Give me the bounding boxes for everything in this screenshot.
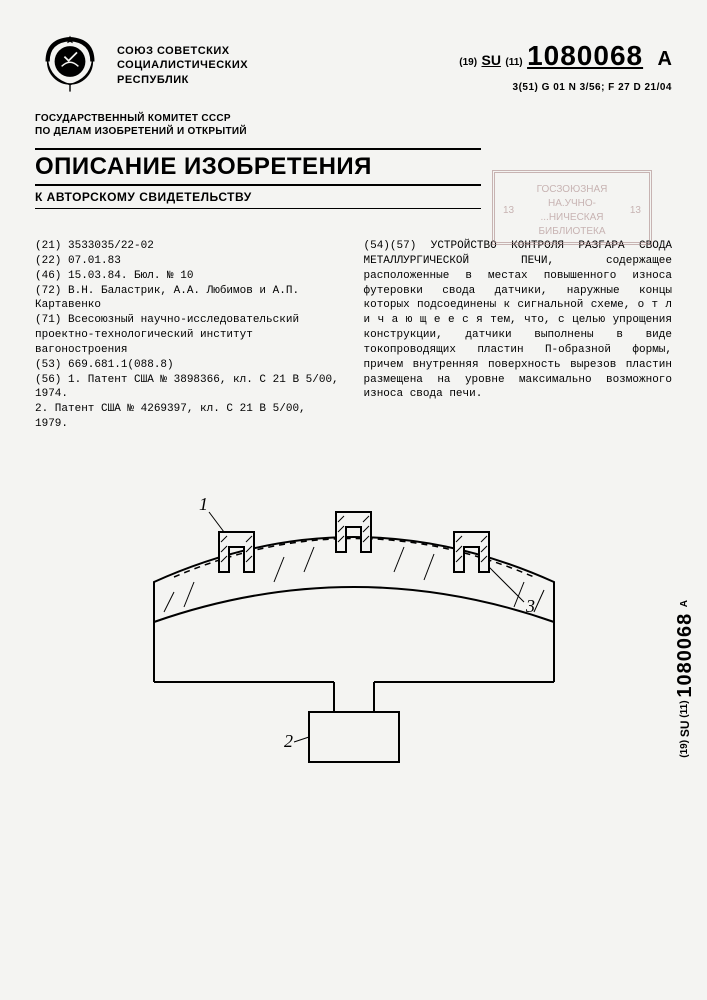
committee-text: ГОСУДАРСТВЕННЫЙ КОМИТЕТ СССР ПО ДЕЛАМ ИЗ…	[35, 112, 247, 138]
bibliographic-columns: (21) 3533035/22-02 (22) 07.01.83 (46) 15…	[35, 239, 672, 432]
field-22: (22) 07.01.83	[35, 254, 344, 269]
subtitle: К АВТОРСКОМУ СВИДЕТЕЛЬСТВУ	[35, 190, 481, 209]
left-column: (21) 3533035/22-02 (22) 07.01.83 (46) 15…	[35, 239, 344, 432]
field-72: (72) В.Н. Баластрик, А.А. Любимов и А.П.…	[35, 284, 344, 314]
publication-number: (19) SU (11) 1080068 A 3(51) G 01 N 3/56…	[459, 40, 672, 93]
classification: 3(51) G 01 N 3/56; F 27 D 21/04	[459, 82, 672, 93]
field-46: (46) 15.03.84. Бюл. № 10	[35, 269, 344, 284]
field-21: (21) 3533035/22-02	[35, 239, 344, 254]
right-column: (54)(57) УСТРОЙСТВО КОНТРОЛЯ РАЗГАРА СВО…	[364, 239, 673, 432]
field-56: (56) 1. Патент США № 3898366, кл. С 21 В…	[35, 373, 344, 403]
side-publication-number: (19) SU (11) 1080068 A	[674, 600, 697, 758]
field-56b: 2. Патент США № 4269397, кл. С 21 В 5/00…	[35, 402, 344, 432]
abstract: (54)(57) УСТРОЙСТВО КОНТРОЛЯ РАЗГАРА СВО…	[364, 239, 673, 402]
union-text: СОЮЗ СОВЕТСКИХ СОЦИАЛИСТИЧЕСКИХ РЕСПУБЛИ…	[117, 44, 447, 87]
technical-diagram: 1 3 2	[35, 472, 672, 772]
ref-label-1: 1	[199, 494, 208, 514]
field-71: (71) Всесоюзный научно-исследовательский…	[35, 313, 344, 358]
main-title: ОПИСАНИЕ ИЗОБРЕТЕНИЯ	[35, 148, 481, 186]
ref-label-3: 3	[525, 596, 535, 616]
soviet-emblem-icon	[35, 30, 105, 100]
library-stamp: ГОСЗОЮЗНАЯ 13 НА.УЧНО- ...НИЧЕСКАЯ 13 БИ…	[492, 170, 652, 245]
ref-label-2: 2	[284, 731, 293, 751]
field-53: (53) 669.681.1(088.8)	[35, 358, 344, 373]
